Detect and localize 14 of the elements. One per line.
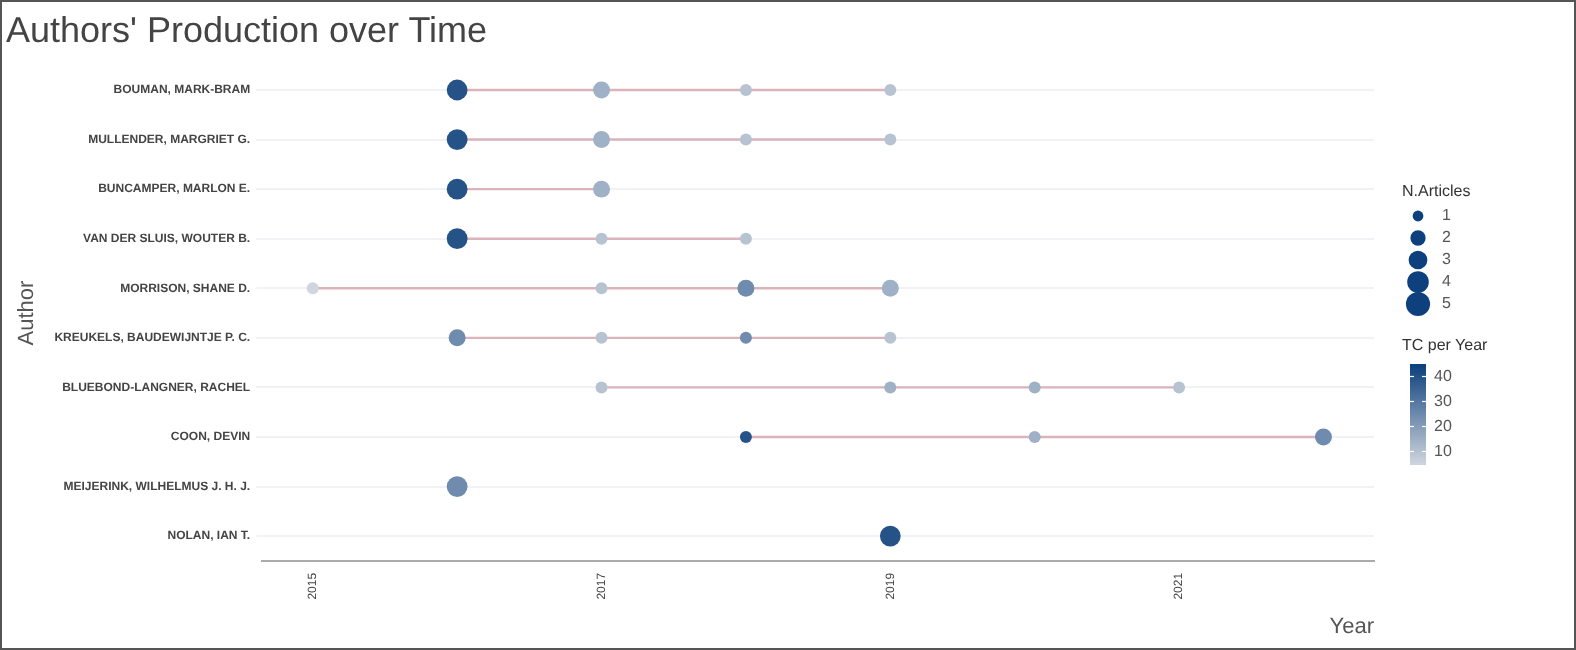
color-bar-label: 40 xyxy=(1434,366,1453,385)
legend-label: 1 xyxy=(1442,206,1452,225)
color-bar-label: 30 xyxy=(1434,391,1453,410)
legend-label: 4 xyxy=(1442,272,1452,291)
color-bar-label: 10 xyxy=(1434,441,1453,460)
color-bar-title: TC per Year xyxy=(1402,336,1489,355)
chart-title: Authors' Production over Time xyxy=(6,9,488,50)
color-bar-label: 20 xyxy=(1434,416,1453,435)
legend-label: 3 xyxy=(1442,250,1452,269)
x-axis-title: Year xyxy=(1329,614,1375,639)
y-axis-title: Author xyxy=(15,279,40,346)
legend-label: 5 xyxy=(1442,294,1452,313)
legend-title: N.Articles xyxy=(1402,182,1471,201)
legend-label: 2 xyxy=(1442,228,1452,247)
